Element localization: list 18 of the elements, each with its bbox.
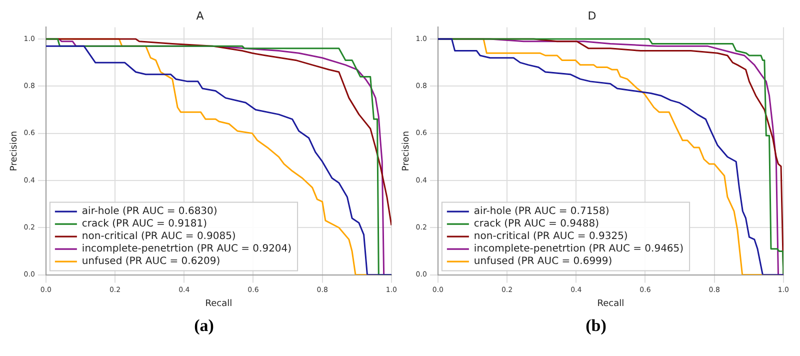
chart-title: D: [588, 9, 596, 22]
legend-label: incomplete-penetrtion (PR AUC = 0.9204): [82, 244, 292, 255]
text: (b): [586, 316, 606, 336]
y-axis-title: Precision: [402, 130, 412, 172]
x-axis-title: Recall: [597, 298, 624, 309]
legend-label: non-critical (PR AUC = 0.9085): [82, 231, 236, 242]
legend-label: incomplete-penetrtion (PR AUC = 0.9465): [474, 244, 684, 255]
x-axis-title: Recall: [205, 298, 232, 309]
legend-label: crack (PR AUC = 0.9488): [474, 218, 600, 230]
legend-label: crack (PR AUC = 0.9181): [82, 218, 208, 230]
chart-title: A: [196, 9, 204, 22]
legend-label: air-hole (PR AUC = 0.7158): [474, 206, 610, 218]
legend-label: unfused (PR AUC = 0.6209): [82, 256, 220, 268]
legend-label: non-critical (PR AUC = 0.9325): [474, 231, 628, 242]
legend-label: unfused (PR AUC = 0.6999): [474, 256, 612, 268]
y-axis-title: Precision: [10, 130, 20, 172]
legend-label: air-hole (PR AUC = 0.6830): [82, 206, 218, 218]
text: (a): [194, 316, 214, 336]
